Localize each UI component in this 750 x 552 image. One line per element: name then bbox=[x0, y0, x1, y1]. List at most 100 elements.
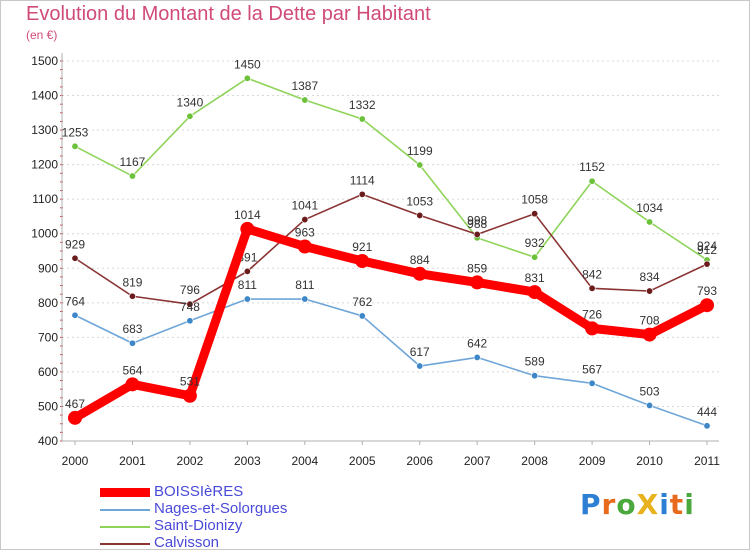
data-label-calvisson: 998 bbox=[467, 213, 487, 227]
data-point-boissi-res bbox=[68, 410, 82, 425]
data-point-nages-et-solorgues bbox=[646, 401, 654, 409]
data-point-boissi-res bbox=[240, 221, 255, 236]
proxiti-logo: ProXiti bbox=[580, 488, 695, 521]
data-point-calvisson bbox=[473, 230, 481, 238]
data-label-boissi-res: 921 bbox=[352, 240, 372, 254]
data-point-calvisson bbox=[588, 284, 596, 292]
data-label-boissi-res: 793 bbox=[697, 284, 717, 298]
data-point-calvisson bbox=[186, 300, 194, 308]
data-label-calvisson: 1041 bbox=[291, 199, 318, 213]
legend: BOISSIèRES Nages-et-Solorgues Saint-Dioniz… bbox=[100, 483, 400, 552]
x-tick-label: 2009 bbox=[579, 454, 606, 468]
logo-letter: i bbox=[659, 488, 670, 521]
data-point-calvisson bbox=[703, 260, 711, 268]
data-point-nages-et-solorgues bbox=[243, 295, 251, 303]
data-label-boissi-res: 884 bbox=[410, 253, 430, 267]
legend-label: Nages-et-Solorgues bbox=[154, 500, 288, 517]
data-point-boissi-res bbox=[297, 239, 312, 254]
data-label-nages-et-solorgues: 683 bbox=[122, 322, 142, 336]
chart-subtitle: (en €) bbox=[26, 28, 58, 42]
data-point-nages-et-solorgues bbox=[703, 422, 711, 430]
data-label-saint-dionizy: 1340 bbox=[177, 95, 204, 109]
x-tick-label: 2003 bbox=[234, 454, 261, 468]
y-tick-label: 900 bbox=[38, 261, 58, 275]
data-point-boissi-res bbox=[182, 388, 197, 403]
data-label-saint-dionizy: 924 bbox=[697, 239, 717, 253]
y-tick-label: 800 bbox=[38, 296, 58, 310]
logo-letter: t bbox=[669, 488, 685, 521]
logo-letter: o bbox=[616, 488, 637, 521]
data-label-boissi-res: 831 bbox=[525, 271, 545, 285]
data-label-calvisson: 1114 bbox=[350, 173, 375, 187]
legend-swatch bbox=[100, 488, 150, 497]
series-line-boissi-res bbox=[70, 224, 712, 423]
data-label-calvisson: 819 bbox=[122, 275, 142, 289]
chart-title: Evolution du Montant de la Dette par Hab… bbox=[26, 3, 431, 25]
data-point-calvisson bbox=[531, 210, 539, 218]
data-label-nages-et-solorgues: 748 bbox=[180, 300, 200, 314]
legend-item: Saint-Dionizy bbox=[100, 517, 400, 535]
data-label-calvisson: 842 bbox=[582, 267, 602, 281]
data-label-nages-et-solorgues: 444 bbox=[697, 405, 717, 419]
logo-letter: i bbox=[684, 488, 695, 521]
x-tick-label: 2005 bbox=[349, 454, 376, 468]
data-label-calvisson: 834 bbox=[640, 270, 660, 284]
data-label-saint-dionizy: 1387 bbox=[291, 79, 318, 93]
legend-swatch bbox=[100, 509, 150, 511]
data-label-nages-et-solorgues: 567 bbox=[582, 362, 602, 376]
data-point-boissi-res bbox=[642, 327, 657, 342]
data-point-calvisson bbox=[358, 190, 366, 198]
data-label-nages-et-solorgues: 811 bbox=[238, 278, 257, 292]
data-label-nages-et-solorgues: 762 bbox=[352, 295, 372, 309]
data-label-boissi-res: 726 bbox=[582, 307, 602, 321]
data-point-boissi-res bbox=[470, 275, 485, 290]
data-label-nages-et-solorgues: 811 bbox=[295, 278, 314, 292]
data-label-nages-et-solorgues: 589 bbox=[525, 355, 545, 369]
y-tick-label: 1500 bbox=[31, 54, 58, 68]
legend-label: Calvisson bbox=[154, 534, 220, 551]
data-label-saint-dionizy: 1167 bbox=[120, 155, 146, 169]
data-point-nages-et-solorgues bbox=[531, 372, 539, 380]
data-point-nages-et-solorgues bbox=[128, 339, 136, 347]
y-tick-label: 1400 bbox=[31, 89, 58, 103]
data-label-boissi-res: 963 bbox=[295, 226, 315, 240]
y-tick-label: 1200 bbox=[31, 158, 58, 172]
data-point-nages-et-solorgues bbox=[358, 312, 366, 320]
data-point-calvisson bbox=[646, 287, 654, 295]
x-tick-label: 2011 bbox=[694, 454, 720, 468]
data-label-saint-dionizy: 932 bbox=[525, 236, 545, 250]
data-point-saint-dionizy bbox=[646, 218, 654, 226]
data-point-saint-dionizy bbox=[416, 161, 424, 169]
data-point-saint-dionizy bbox=[358, 115, 366, 123]
data-label-nages-et-solorgues: 642 bbox=[467, 336, 487, 350]
series-line-nages-et-solorgues bbox=[74, 298, 708, 427]
legend-label: BOISSIèRES bbox=[154, 483, 244, 500]
legend-swatch bbox=[100, 543, 150, 545]
data-point-saint-dionizy bbox=[243, 74, 251, 82]
legend-item: Calvisson bbox=[100, 534, 400, 552]
data-point-calvisson bbox=[243, 267, 251, 275]
data-point-nages-et-solorgues bbox=[473, 353, 481, 361]
x-tick-label: 2000 bbox=[62, 454, 89, 468]
data-point-boissi-res bbox=[355, 254, 370, 269]
data-label-saint-dionizy: 1450 bbox=[234, 57, 261, 71]
y-tick-label: 1300 bbox=[31, 123, 58, 137]
data-point-boissi-res bbox=[527, 285, 542, 300]
data-point-saint-dionizy bbox=[301, 96, 309, 104]
data-label-calvisson: 1058 bbox=[521, 193, 548, 207]
legend-item: Nages-et-Solorgues bbox=[100, 500, 400, 518]
logo-letter: r bbox=[601, 488, 617, 521]
data-label-nages-et-solorgues: 764 bbox=[65, 294, 85, 308]
logo-letter: X bbox=[636, 488, 660, 521]
legend-swatch bbox=[100, 526, 150, 528]
data-label-boissi-res: 1014 bbox=[234, 208, 261, 222]
data-label-boissi-res: 859 bbox=[467, 261, 487, 275]
data-label-saint-dionizy: 1034 bbox=[636, 201, 663, 215]
data-label-boissi-res: 467 bbox=[65, 397, 85, 411]
data-point-nages-et-solorgues bbox=[71, 311, 79, 319]
y-tick-label: 1100 bbox=[32, 192, 58, 206]
data-point-nages-et-solorgues bbox=[301, 295, 309, 303]
data-label-saint-dionizy: 988 bbox=[467, 217, 487, 231]
legend-item: BOISSIèRES bbox=[100, 483, 400, 501]
